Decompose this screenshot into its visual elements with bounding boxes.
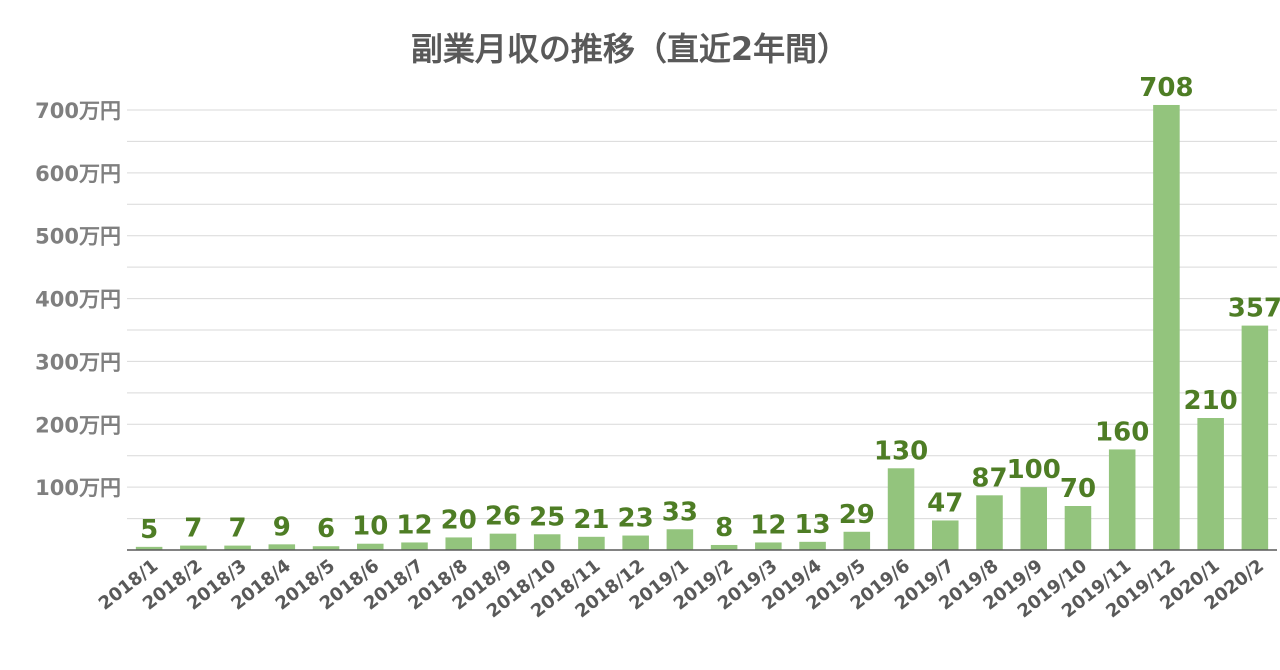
- bar: [799, 541, 826, 550]
- data-label: 8: [715, 513, 733, 543]
- data-label: 87: [971, 463, 1007, 493]
- bar: [445, 537, 472, 550]
- y-tick-label: 400万円: [35, 288, 121, 312]
- bar: [312, 546, 340, 550]
- bar: [135, 546, 163, 550]
- data-label: 20: [441, 505, 477, 535]
- data-label: 160: [1095, 417, 1149, 447]
- y-tick-label: 700万円: [35, 99, 121, 123]
- data-label: 25: [529, 502, 565, 532]
- data-label: 130: [874, 436, 928, 466]
- bar: [489, 533, 517, 550]
- bar: [401, 542, 428, 550]
- bar: [1020, 487, 1047, 550]
- y-tick-label: 300万円: [35, 350, 121, 374]
- data-label: 210: [1184, 386, 1238, 416]
- data-label: 5: [140, 515, 158, 545]
- bar: [1153, 104, 1180, 550]
- data-label: 12: [750, 510, 786, 540]
- data-label: 13: [794, 510, 830, 540]
- data-label: 708: [1139, 73, 1193, 103]
- data-label: 100: [1007, 455, 1061, 485]
- data-label: 357: [1228, 294, 1280, 324]
- data-label: 9: [273, 512, 291, 542]
- y-tick-label: 500万円: [35, 225, 121, 249]
- chart-title: 副業月収の推移（直近2年間）: [410, 30, 850, 68]
- data-label: 23: [618, 504, 654, 534]
- bar: [932, 520, 959, 550]
- bar: [976, 495, 1003, 550]
- bar: [843, 531, 871, 550]
- bar: [224, 545, 251, 550]
- bar: [533, 534, 561, 550]
- bar: [1197, 418, 1224, 550]
- bar: [666, 529, 694, 550]
- data-label: 7: [184, 514, 202, 544]
- data-label: 7: [229, 514, 247, 544]
- bar: [1064, 506, 1092, 550]
- bar: [887, 468, 915, 550]
- data-label: 26: [485, 502, 521, 532]
- y-tick-label: 600万円: [35, 162, 121, 186]
- bar: [268, 544, 296, 550]
- bar: [710, 544, 738, 550]
- bar: [1241, 325, 1269, 550]
- data-label: 21: [573, 505, 609, 535]
- bar: [578, 536, 605, 550]
- bar: [622, 535, 649, 550]
- data-label: 47: [927, 488, 963, 518]
- data-label: 12: [396, 510, 432, 540]
- bar: [1108, 449, 1136, 550]
- data-label: 6: [317, 514, 335, 544]
- bar: [180, 545, 207, 550]
- data-label: 29: [839, 500, 875, 530]
- data-label: 10: [352, 512, 388, 542]
- data-label: 33: [662, 497, 698, 527]
- bar: [357, 543, 384, 550]
- y-tick-label: 100万円: [35, 476, 121, 500]
- bar: [755, 542, 782, 550]
- y-tick-label: 200万円: [35, 413, 121, 437]
- data-label: 70: [1060, 474, 1096, 504]
